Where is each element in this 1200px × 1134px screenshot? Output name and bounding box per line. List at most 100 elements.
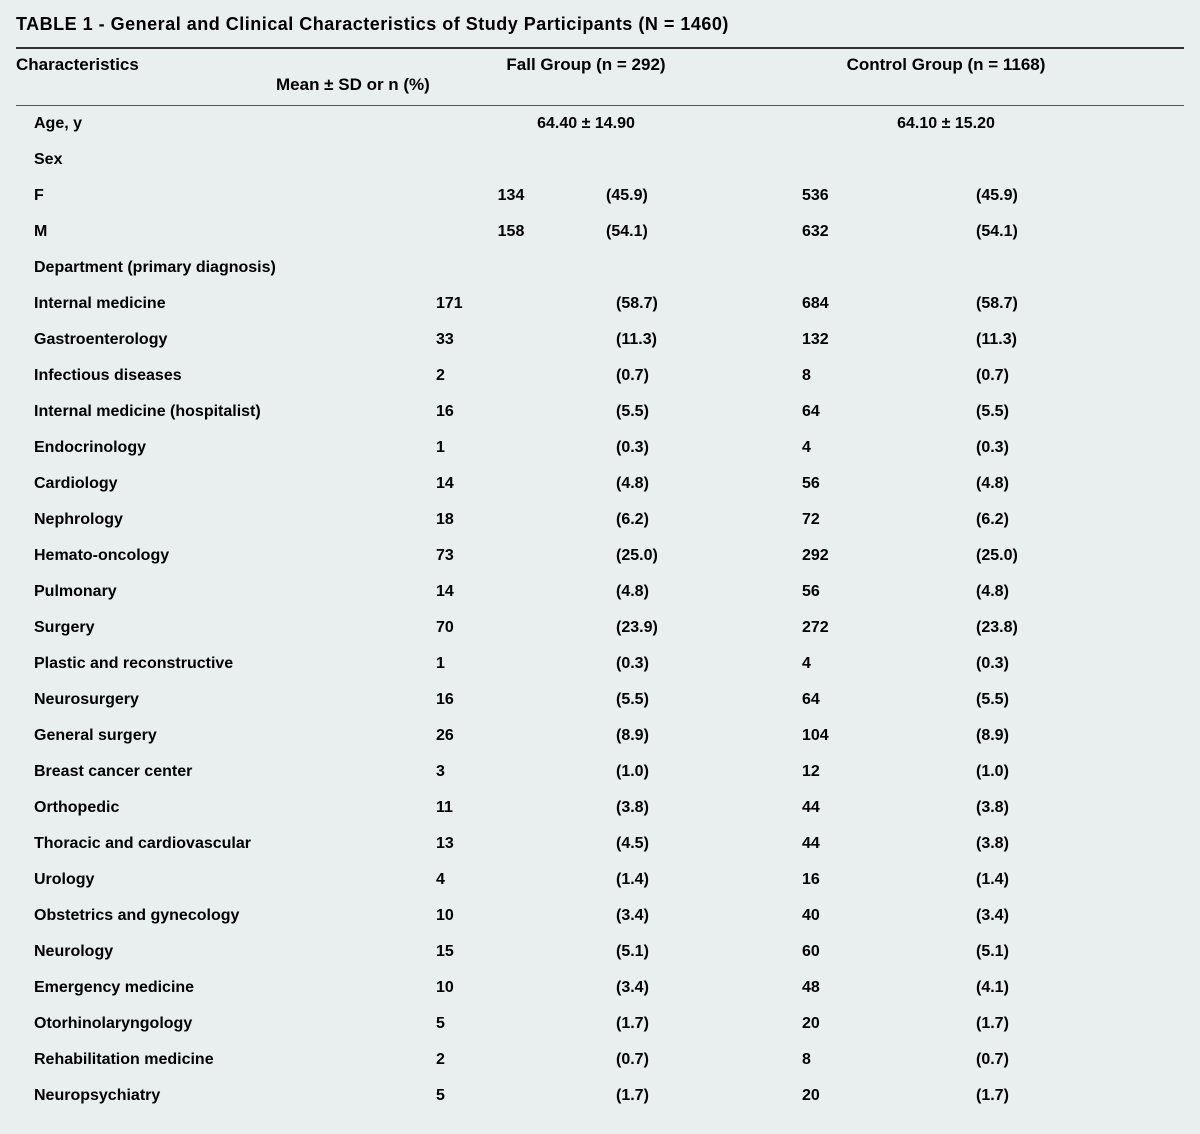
row-age: Age, y 64.40 ± 14.90 64.10 ± 15.20 [16,106,1184,142]
fall-n: 1 [436,439,586,457]
ctrl-pct: (1.4) [946,871,1096,889]
fall-n: 16 [436,691,586,709]
ctrl-n: 56 [796,475,946,493]
fall-n: 26 [436,727,586,745]
col-control-group: Control Group (n = 1168) [796,55,1096,75]
table-row: Infectious diseases2(0.7)8(0.7) [16,358,1184,394]
table-row: Rehabilitation medicine2(0.7)8(0.7) [16,1042,1184,1078]
fall-n: 73 [436,547,586,565]
ctrl-n: 12 [796,763,946,781]
fall-pct: (1.7) [586,1087,736,1105]
fall-pct: (0.3) [586,439,736,457]
ctrl-pct: (0.7) [946,367,1096,385]
table-row: General surgery26(8.9)104(8.9) [16,718,1184,754]
table-row: M158(54.1)632(54.1) [16,214,1184,250]
fall-pct: (5.5) [586,691,736,709]
ctrl-n: 20 [796,1015,946,1033]
fall-pct: (0.7) [586,1051,736,1069]
ctrl-n: 536 [796,187,946,205]
col-subheader: Mean ± SD or n (%) [16,75,1184,95]
fall-n: 2 [436,1051,586,1069]
ctrl-pct: (4.8) [946,583,1096,601]
row-label: Breast cancer center [16,763,436,781]
table-row: Neurology15(5.1)60(5.1) [16,934,1184,970]
fall-n: 1 [436,655,586,673]
ctrl-n: 684 [796,295,946,313]
ctrl-n: 292 [796,547,946,565]
fall-pct: (4.8) [586,583,736,601]
row-label: Pulmonary [16,583,436,601]
fall-n: 14 [436,583,586,601]
fall-n: 11 [436,799,586,817]
table-row: Obstetrics and gynecology10(3.4)40(3.4) [16,898,1184,934]
row-label: Neurology [16,943,436,961]
ctrl-pct: (4.8) [946,475,1096,493]
table-row: Urology4(1.4)16(1.4) [16,862,1184,898]
ctrl-n: 632 [796,223,946,241]
fall-pct: (0.3) [586,655,736,673]
fall-pct: (11.3) [586,331,736,349]
row-label: Nephrology [16,511,436,529]
fall-pct: (3.8) [586,799,736,817]
table-row: Plastic and reconstructive1(0.3)4(0.3) [16,646,1184,682]
fall-n: 5 [436,1015,586,1033]
row-label: M [16,223,436,241]
ctrl-n: 48 [796,979,946,997]
table-row: Emergency medicine10(3.4)48(4.1) [16,970,1184,1006]
row-label: Plastic and reconstructive [16,655,436,673]
ctrl-n: 4 [796,655,946,673]
fall-n: 10 [436,979,586,997]
fall-pct: (4.5) [586,835,736,853]
table-row: Gastroenterology33(11.3)132(11.3) [16,322,1184,358]
fall-pct: (1.7) [586,1015,736,1033]
ctrl-n: 8 [796,367,946,385]
fall-pct: (58.7) [586,295,736,313]
fall-pct: (5.1) [586,943,736,961]
ctrl-n: 56 [796,583,946,601]
ctrl-n: 64 [796,691,946,709]
fall-n: 158 [436,223,586,241]
ctrl-n: 60 [796,943,946,961]
fall-n: 18 [436,511,586,529]
table-container: TABLE 1 - General and Clinical Character… [0,0,1200,1134]
fall-n: 2 [436,367,586,385]
ctrl-pct: (4.1) [946,979,1096,997]
table-row: Internal medicine171(58.7)684(58.7) [16,286,1184,322]
ctrl-pct: (45.9) [946,187,1096,205]
ctrl-pct: (11.3) [946,331,1096,349]
col-fall-group: Fall Group (n = 292) [436,55,736,75]
table-row: Hemato-oncology73(25.0)292(25.0) [16,538,1184,574]
ctrl-n: 72 [796,511,946,529]
sex-label: Sex [16,151,1184,169]
ctrl-n: 44 [796,835,946,853]
row-label: F [16,187,436,205]
table-row: Neurosurgery16(5.5)64(5.5) [16,682,1184,718]
table-row: Endocrinology1(0.3)4(0.3) [16,430,1184,466]
ctrl-n: 8 [796,1051,946,1069]
ctrl-pct: (1.0) [946,763,1096,781]
ctrl-n: 64 [796,403,946,421]
fall-pct: (3.4) [586,979,736,997]
ctrl-n: 272 [796,619,946,637]
table-row: Nephrology18(6.2)72(6.2) [16,502,1184,538]
col-characteristics: Characteristics [16,55,436,75]
fall-pct: (8.9) [586,727,736,745]
ctrl-pct: (1.7) [946,1087,1096,1105]
fall-n: 5 [436,1087,586,1105]
table-row: Cardiology14(4.8)56(4.8) [16,466,1184,502]
ctrl-n: 40 [796,907,946,925]
ctrl-n: 16 [796,871,946,889]
fall-pct: (5.5) [586,403,736,421]
ctrl-pct: (0.3) [946,439,1096,457]
table-row: Internal medicine (hospitalist)16(5.5)64… [16,394,1184,430]
ctrl-pct: (25.0) [946,547,1096,565]
ctrl-pct: (3.4) [946,907,1096,925]
row-label: Cardiology [16,475,436,493]
ctrl-pct: (5.5) [946,691,1096,709]
row-label: Hemato-oncology [16,547,436,565]
fall-n: 134 [436,187,586,205]
table-row: Surgery70(23.9)272(23.8) [16,610,1184,646]
row-label: Otorhinolaryngology [16,1015,436,1033]
row-label: Urology [16,871,436,889]
ctrl-pct: (0.3) [946,655,1096,673]
